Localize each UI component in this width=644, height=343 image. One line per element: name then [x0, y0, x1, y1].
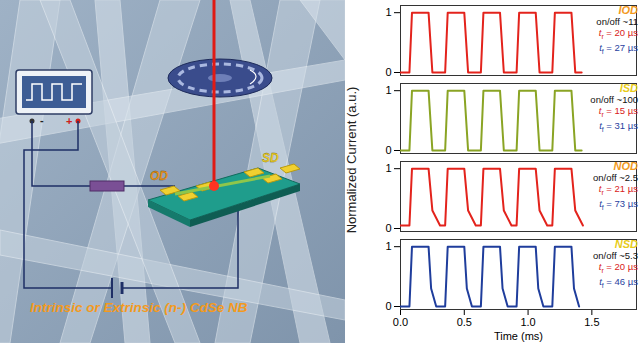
html-text:on/off ~100: on/off ~100: [590, 94, 638, 105]
svg-text:0: 0: [385, 144, 391, 156]
svg-text:0: 0: [385, 300, 391, 312]
html-text:tf= 46 µs: tf= 46 µs: [599, 275, 638, 289]
svg-text:SD: SD: [262, 151, 279, 165]
html-text:tr= 21 µs: tr= 21 µs: [598, 183, 638, 196]
svg-text:0: 0: [385, 222, 391, 234]
svg-text:Time (ms): Time (ms): [494, 330, 543, 342]
html-text:tr= 20 µs: tr= 20 µs: [598, 27, 638, 40]
html-text:NOD: NOD: [613, 160, 638, 172]
svg-text:0.5: 0.5: [457, 316, 472, 328]
html-text:NSD: NSD: [614, 238, 638, 250]
svg-text:1.0: 1.0: [520, 316, 535, 328]
svg-text:+: +: [66, 115, 72, 127]
html-text:tf= 73 µs: tf= 73 µs: [599, 197, 638, 211]
html-text:tr= 15 µs: tr= 15 µs: [598, 105, 638, 118]
svg-text:1: 1: [385, 240, 391, 252]
html-text:tr= 20 µs: tr= 20 µs: [598, 261, 638, 274]
html-text:tf= 27 µs: tf= 27 µs: [599, 41, 638, 55]
svg-text:1: 1: [385, 162, 391, 174]
html-text:on/off ~11: on/off ~11: [596, 16, 638, 27]
svg-text:0: 0: [385, 66, 391, 78]
svg-text:1: 1: [385, 6, 391, 18]
html-text:ISD: ISD: [619, 82, 638, 94]
svg-text:-: -: [40, 114, 44, 126]
html-text:Normalized Current (a.u.): Normalized Current (a.u.): [343, 86, 359, 234]
html-text:on/off ~5.3: on/off ~5.3: [593, 250, 638, 261]
html-text:tf= 31 µs: tf= 31 µs: [599, 119, 638, 133]
svg-text:Intrinsic or Extrinsic (n-) Cd: Intrinsic or Extrinsic (n-) CdSe NB: [30, 300, 248, 315]
svg-text:1.5: 1.5: [584, 316, 599, 328]
html-text:IOD: IOD: [618, 4, 638, 16]
svg-text:1: 1: [385, 84, 391, 96]
html-text:on/off ~2.5: on/off ~2.5: [593, 172, 638, 183]
svg-text:OD: OD: [150, 169, 168, 183]
svg-text:0.0: 0.0: [393, 316, 408, 328]
